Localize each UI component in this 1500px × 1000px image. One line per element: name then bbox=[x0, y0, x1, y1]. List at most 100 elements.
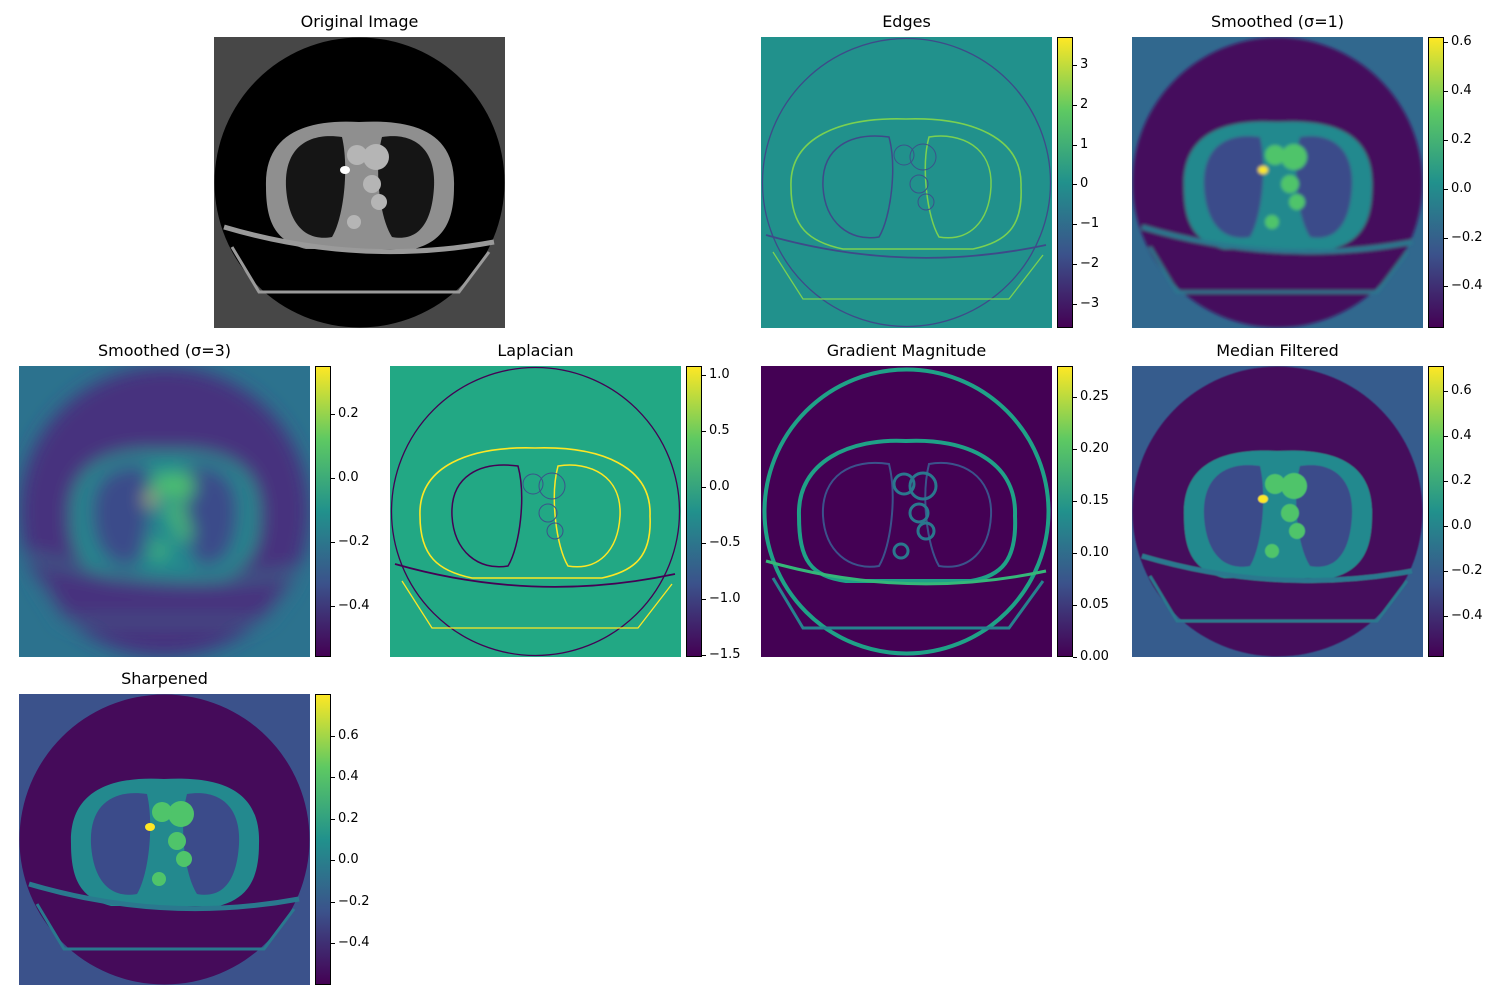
colorbar-tick-label: 3 bbox=[1080, 57, 1089, 72]
colorbar-tick-label: −3 bbox=[1080, 296, 1100, 311]
colorbar-tick-mark bbox=[1073, 65, 1077, 66]
colorbar-tick-mark bbox=[1444, 436, 1448, 437]
colorbar-tick-mark bbox=[331, 606, 335, 607]
colorbar-tick-label: −0.2 bbox=[1451, 563, 1483, 578]
image-raster bbox=[390, 366, 681, 657]
colorbar-tick-mark bbox=[331, 542, 335, 543]
image-raster bbox=[1132, 37, 1423, 328]
colorbar-tick-label: −0.2 bbox=[338, 894, 370, 909]
colorbar-tick-label: 0.0 bbox=[338, 852, 359, 867]
colorbar-tick-mark bbox=[1444, 616, 1448, 617]
image-smoothed-sigma1 bbox=[1132, 37, 1423, 328]
subplot-title: Laplacian bbox=[497, 341, 574, 360]
colorbar-tick-mark bbox=[1444, 140, 1448, 141]
subplot-title: Original Image bbox=[300, 12, 419, 31]
colorbar-tick-mark bbox=[1073, 184, 1077, 185]
colorbar-tick-mark bbox=[331, 478, 335, 479]
colorbar-tick-mark bbox=[1073, 145, 1077, 146]
colorbar-tick-mark bbox=[1444, 391, 1448, 392]
colorbar bbox=[1428, 366, 1444, 657]
colorbar-tick-mark bbox=[331, 860, 335, 861]
colorbar-tick-mark bbox=[1444, 42, 1448, 43]
colorbar-tick-label: 0.25 bbox=[1080, 389, 1109, 404]
colorbar-tick-mark bbox=[1444, 91, 1448, 92]
colorbar-tick-label: 1 bbox=[1080, 137, 1089, 152]
colorbar-tick-label: 0.5 bbox=[709, 423, 730, 438]
colorbar-tick-mark bbox=[1073, 605, 1077, 606]
colorbar-tick-label: −0.5 bbox=[709, 535, 741, 550]
colorbar-tick-mark bbox=[1073, 304, 1077, 305]
image-gradient-magnitude bbox=[761, 366, 1052, 657]
colorbar-tick-mark bbox=[702, 431, 706, 432]
colorbar-tick-mark bbox=[1073, 553, 1077, 554]
image-median-filtered bbox=[1132, 366, 1423, 657]
colorbar-tick-label: −0.4 bbox=[338, 598, 370, 613]
colorbar-tick-label: 0.2 bbox=[338, 406, 359, 421]
colorbar-tick-mark bbox=[1073, 449, 1077, 450]
colorbar bbox=[315, 694, 331, 985]
colorbar-tick-mark bbox=[702, 655, 706, 656]
colorbar-tick-label: −0.4 bbox=[1451, 608, 1483, 623]
colorbar-tick-mark bbox=[702, 487, 706, 488]
colorbar-tick-mark bbox=[1073, 224, 1077, 225]
subplot-title: Edges bbox=[882, 12, 931, 31]
image-laplacian bbox=[390, 366, 681, 657]
image-raster bbox=[19, 694, 310, 985]
colorbar-tick-label: 0 bbox=[1080, 176, 1089, 191]
colorbar-tick-mark bbox=[1444, 481, 1448, 482]
subplot-title: Gradient Magnitude bbox=[826, 341, 987, 360]
colorbar-tick-mark bbox=[1444, 189, 1448, 190]
colorbar-tick-mark bbox=[331, 902, 335, 903]
colorbar-tick-label: 0.0 bbox=[338, 470, 359, 485]
colorbar-tick-label: 0.00 bbox=[1080, 649, 1109, 664]
colorbar-tick-label: 0.2 bbox=[1451, 473, 1472, 488]
colorbar-tick-label: 2 bbox=[1080, 97, 1089, 112]
colorbar-tick-label: 0.4 bbox=[1451, 83, 1472, 98]
colorbar-tick-label: −0.4 bbox=[1451, 278, 1483, 293]
colorbar-tick-label: 0.15 bbox=[1080, 493, 1109, 508]
colorbar-tick-mark bbox=[331, 736, 335, 737]
colorbar-tick-mark bbox=[1073, 657, 1077, 658]
colorbar-tick-label: 0.6 bbox=[1451, 383, 1472, 398]
image-raster bbox=[761, 366, 1052, 657]
colorbar-tick-mark bbox=[1444, 571, 1448, 572]
colorbar-tick-mark bbox=[1444, 526, 1448, 527]
colorbar-tick-label: 0.6 bbox=[338, 728, 359, 743]
subplot-title: Median Filtered bbox=[1216, 341, 1339, 360]
colorbar-tick-label: 0.6 bbox=[1451, 34, 1472, 49]
image-raster bbox=[19, 366, 310, 657]
colorbar bbox=[686, 366, 702, 657]
colorbar-tick-label: 0.2 bbox=[338, 811, 359, 826]
colorbar-tick-mark bbox=[702, 543, 706, 544]
colorbar-tick-mark bbox=[1444, 238, 1448, 239]
colorbar-tick-label: −0.4 bbox=[338, 935, 370, 950]
colorbar-tick-mark bbox=[1073, 501, 1077, 502]
colorbar-tick-label: 0.05 bbox=[1080, 597, 1109, 612]
colorbar-tick-label: 0.4 bbox=[338, 769, 359, 784]
colorbar-tick-label: 0.0 bbox=[1451, 518, 1472, 533]
colorbar-tick-mark bbox=[702, 375, 706, 376]
colorbar-tick-label: −2 bbox=[1080, 256, 1100, 271]
colorbar-tick-label: 1.0 bbox=[709, 367, 730, 382]
image-original bbox=[214, 37, 505, 328]
image-edges bbox=[761, 37, 1052, 328]
colorbar-tick-label: −1 bbox=[1080, 216, 1100, 231]
colorbar-tick-label: −1.0 bbox=[709, 591, 741, 606]
colorbar-tick-label: 0.2 bbox=[1451, 132, 1472, 147]
colorbar bbox=[1057, 37, 1073, 328]
colorbar-tick-mark bbox=[331, 819, 335, 820]
colorbar bbox=[315, 366, 331, 657]
image-raster bbox=[761, 37, 1052, 328]
image-smoothed-sigma3 bbox=[19, 366, 310, 657]
colorbar-tick-mark bbox=[702, 599, 706, 600]
colorbar-tick-label: 0.4 bbox=[1451, 428, 1472, 443]
subplot-title: Smoothed (σ=1) bbox=[1210, 12, 1345, 31]
colorbar-tick-label: 0.0 bbox=[709, 479, 730, 494]
image-raster bbox=[214, 37, 505, 328]
colorbar bbox=[1057, 366, 1073, 657]
colorbar-tick-label: −0.2 bbox=[1451, 230, 1483, 245]
colorbar-tick-mark bbox=[1073, 264, 1077, 265]
colorbar-tick-label: −1.5 bbox=[709, 647, 741, 662]
image-raster bbox=[1132, 366, 1423, 657]
colorbar-tick-mark bbox=[1444, 286, 1448, 287]
